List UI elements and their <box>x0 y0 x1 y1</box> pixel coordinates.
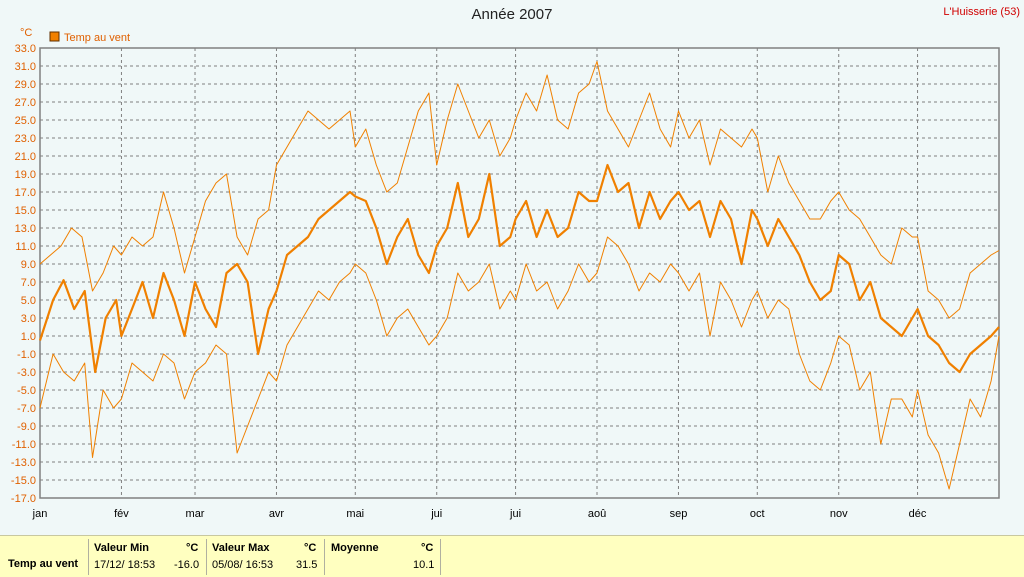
series-line-min <box>39 236 1000 490</box>
y-tick-label: 9.0 <box>21 259 36 271</box>
mean-unit: °C <box>421 542 434 554</box>
x-tick-label: déc <box>909 508 927 520</box>
y-tick-label: 23.0 <box>15 133 36 145</box>
series-line-max <box>39 61 1000 319</box>
plot-frame <box>39 47 1000 499</box>
max-value: 31.5 <box>296 559 318 571</box>
x-tick-label: aoû <box>588 508 606 520</box>
series-lines <box>38 61 1000 490</box>
y-tick-label: -5.0 <box>17 385 36 397</box>
max-header: Valeur Max <box>212 542 270 554</box>
y-tick-label: -13.0 <box>11 457 36 469</box>
y-tick-label: 27.0 <box>15 97 36 109</box>
y-tick-label: -1.0 <box>17 349 36 361</box>
x-tick-label: sep <box>670 508 688 520</box>
y-tick-label: -7.0 <box>17 403 36 415</box>
max-timestamp: 05/08/ 16:53 <box>212 559 274 571</box>
x-tick-label: oct <box>750 508 765 520</box>
y-tick-label: -11.0 <box>12 439 36 451</box>
mean-value: 10.1 <box>413 559 435 571</box>
plot-area <box>40 48 999 498</box>
mean-header: Moyenne <box>331 542 379 554</box>
y-tick-label: 31.0 <box>15 61 36 73</box>
x-tick-label: jui <box>430 508 442 520</box>
x-tick-label: avr <box>269 508 285 520</box>
x-tick-label: nov <box>830 508 848 520</box>
station-label: L'Huisserie (53) <box>943 6 1020 18</box>
stats-separator <box>440 539 441 575</box>
x-tick-label: jui <box>509 508 521 520</box>
y-tick-label: 25.0 <box>15 115 36 127</box>
x-tick-label: mar <box>186 508 205 520</box>
y-tick-label: 11.0 <box>15 241 36 253</box>
x-tick-label: jan <box>32 508 48 520</box>
max-unit: °C <box>304 542 317 554</box>
stats-separator <box>324 539 325 575</box>
min-header: Valeur Min <box>94 542 150 554</box>
min-unit: °C <box>186 542 199 554</box>
chart-title: Année 2007 <box>471 6 553 23</box>
y-tick-label: 1.0 <box>21 331 36 343</box>
y-tick-label: -17.0 <box>11 493 36 505</box>
stats-separator <box>206 539 207 575</box>
min-timestamp: 17/12/ 18:53 <box>94 559 156 571</box>
y-tick-label: 19.0 <box>15 169 36 181</box>
legend-label: Temp au vent <box>64 32 130 44</box>
stats-separator <box>88 539 89 575</box>
y-axis-unit: °C <box>20 27 32 39</box>
grid-lines <box>40 47 999 499</box>
stats-panel: Temp au vent Valeur Min °C 17/12/ 18:53 … <box>0 535 1024 577</box>
axes: 33.0 31.0 29.0 27.0 25.0 23.0 21.0 19.0 17.0 15.0… <box>11 43 1000 520</box>
y-tick-label: 3.0 <box>21 313 36 325</box>
y-tick-label: 5.0 <box>21 295 36 307</box>
y-tick-label: 29.0 <box>15 79 36 91</box>
y-tick-label: 15.0 <box>15 205 36 217</box>
y-tick-label: 7.0 <box>21 277 36 289</box>
stats-row-label: Temp au vent <box>8 558 79 570</box>
series-line-mean <box>38 163 1000 374</box>
y-tick-label: 17.0 <box>15 187 36 199</box>
legend: Temp au vent <box>49 31 130 44</box>
y-tick-label: 13.0 <box>15 223 36 235</box>
y-tick-label: -3.0 <box>17 367 36 379</box>
temperature-chart: 33.0 31.0 29.0 27.0 25.0 23.0 21.0 19.0 17.0 15.0… <box>11 27 1000 520</box>
x-tick-label: mai <box>346 508 364 520</box>
x-tick-label: fév <box>114 508 129 520</box>
y-tick-label: -15.0 <box>11 475 36 487</box>
y-tick-label: -9.0 <box>17 421 36 433</box>
y-tick-label: 21.0 <box>15 151 36 163</box>
min-value: -16.0 <box>174 559 200 571</box>
y-tick-label: 33.0 <box>15 43 36 55</box>
legend-swatch <box>49 31 60 42</box>
